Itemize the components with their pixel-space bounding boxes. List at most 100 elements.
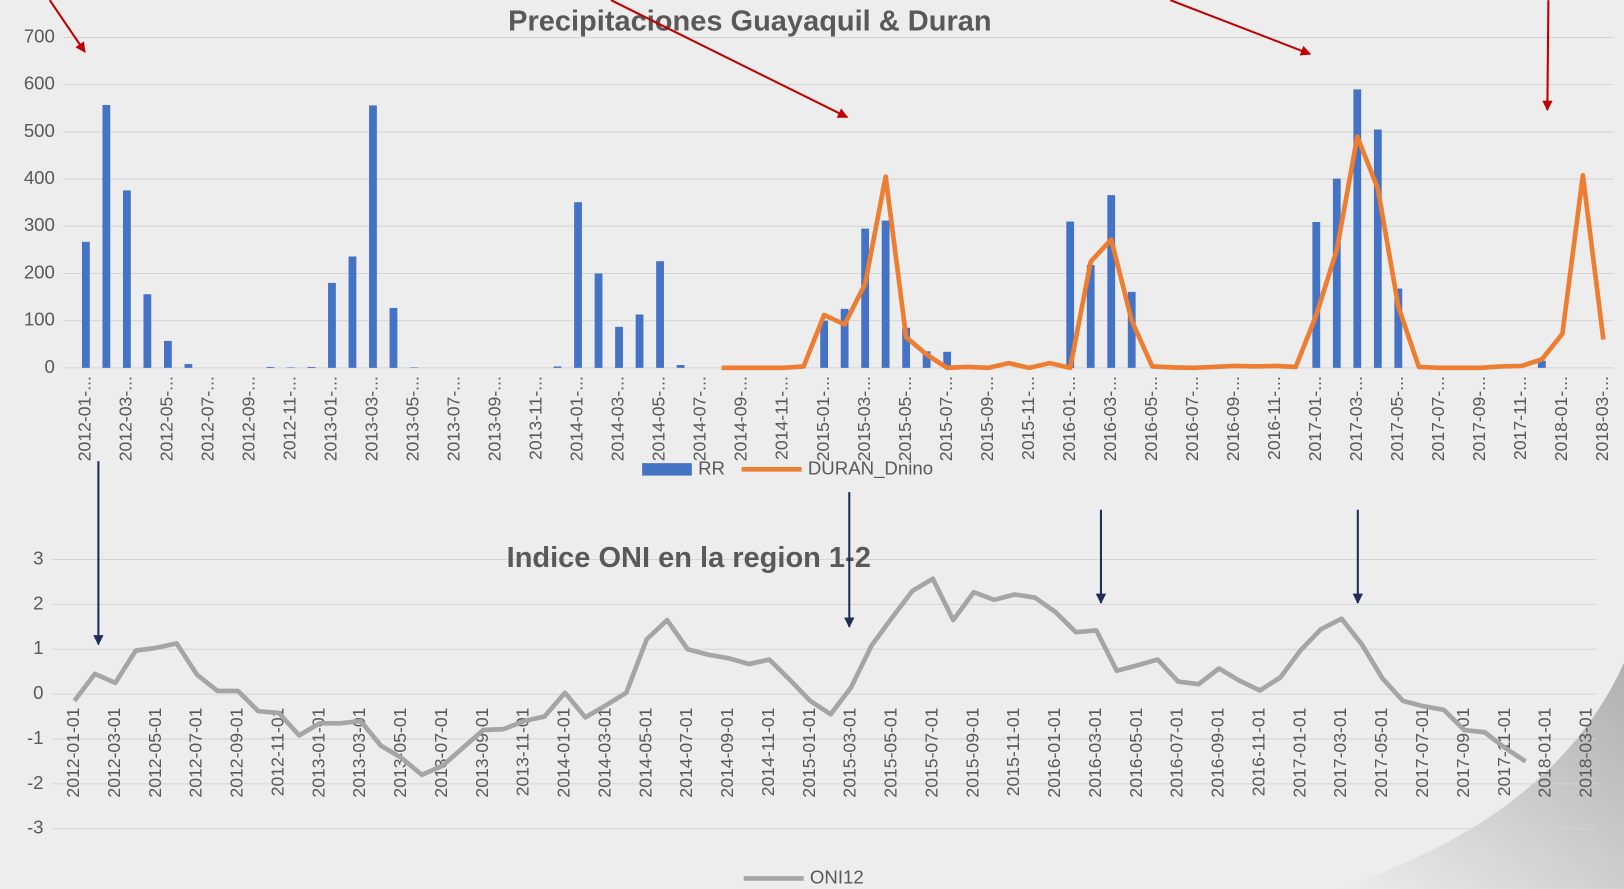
- x-tick-label: 2017-01-...: [1305, 376, 1325, 461]
- bar: [81, 241, 90, 368]
- x-tick-label: 2015-11-...: [1018, 376, 1038, 460]
- bar: [861, 228, 870, 368]
- x-tick-label: 2015-03-01: [840, 708, 860, 798]
- bar: [922, 351, 931, 368]
- bar: [820, 320, 829, 368]
- x-tick-label: 2017-11-...: [1510, 376, 1530, 460]
- x-tick-label: 2013-01-01: [308, 708, 328, 798]
- bar: [266, 366, 275, 368]
- x-tick-label: 2018-01-01: [1535, 708, 1555, 798]
- chart-title: Indice ONI en la region 1-2: [507, 542, 871, 574]
- x-tick-label: 2017-01-01: [1289, 708, 1309, 798]
- bar: [1353, 89, 1362, 368]
- x-tick-label: 2015-11-01: [1003, 708, 1023, 797]
- x-tick-label: 2013-11-...: [526, 376, 546, 460]
- chart-title: Precipitaciones Guayaquil & Duran: [508, 6, 991, 38]
- x-tick-label: 2015-05-...: [895, 376, 915, 461]
- x-tick-label: 2018-01-...: [1551, 376, 1571, 461]
- x-tick-label: 2016-07-01: [1167, 708, 1187, 798]
- x-tick-label: 2015-09-...: [977, 376, 997, 461]
- chart-panel: 0 100 200 300 400 500 600 700 Precipitaciones Gu…: [24, 6, 1614, 479]
- x-tick-label: 2015-07-01: [921, 708, 941, 798]
- bar: [184, 364, 193, 368]
- x-tick-label: 2015-09-01: [962, 708, 982, 798]
- x-tick-label: 2016-11-...: [1264, 376, 1284, 460]
- arrow: [610, 0, 849, 119]
- bar: [122, 190, 131, 368]
- x-tick-label: 2016-09-01: [1208, 708, 1228, 798]
- y-tick-label: 200: [24, 261, 55, 282]
- y-tick-label: -3: [27, 817, 44, 838]
- legend-label: RR: [698, 457, 725, 478]
- x-tick-label: 2014-07-01: [676, 708, 696, 798]
- line-series: [72, 576, 1527, 778]
- x-tick-label: 2012-05-...: [157, 376, 177, 461]
- x-tick-label: 2016-03-...: [1100, 376, 1120, 461]
- x-tick-label: 2016-09-...: [1223, 376, 1243, 461]
- bar: [943, 351, 952, 368]
- x-tick-label: 2012-03-...: [116, 376, 136, 461]
- x-tick-label: 2018-03-...: [1592, 376, 1612, 461]
- x-tick-label: 2017-03-...: [1346, 376, 1366, 461]
- y-tick-label: 300: [24, 214, 55, 235]
- x-tick-label: 2017-05-01: [1371, 708, 1391, 798]
- x-tick-label: 2012-09-...: [239, 376, 259, 461]
- x-tick-label: 2014-09-...: [731, 376, 751, 461]
- bar: [574, 202, 582, 368]
- x-tick-label: 2017-07-...: [1428, 376, 1448, 461]
- x-tick-label: 2017-07-01: [1412, 708, 1432, 798]
- y-tick-label: -1: [27, 727, 44, 748]
- bar: [656, 261, 664, 368]
- bar: [1107, 195, 1116, 368]
- bar: [369, 105, 377, 368]
- x-tick-label: 2016-05-01: [1126, 708, 1146, 798]
- x-tick-label: 2014-03-...: [608, 376, 628, 461]
- x-tick-label: 2014-07-...: [690, 376, 710, 461]
- y-tick-label: 100: [24, 309, 55, 330]
- x-tick-label: 2013-07-...: [444, 376, 464, 461]
- legend-swatch: [642, 463, 692, 476]
- bar: [1373, 129, 1382, 368]
- x-tick-label: 2013-09-...: [485, 376, 505, 461]
- y-tick-label: 3: [33, 547, 43, 568]
- bar: [676, 365, 685, 368]
- x-tick-label: 2014-05-01: [635, 708, 655, 798]
- x-tick-label: 2015-01-01: [799, 708, 819, 798]
- x-tick-label: 2012-11-...: [280, 376, 300, 460]
- y-tick-label: 0: [33, 682, 43, 703]
- x-tick-label: 2013-01-...: [321, 376, 341, 461]
- x-tick-label: 2014-01-01: [554, 708, 574, 798]
- x-tick-label: 2015-05-01: [881, 708, 901, 798]
- bar: [840, 308, 849, 368]
- annotation-arrows: [48, 0, 1553, 646]
- x-tick-label: 2017-11-01: [1494, 708, 1514, 797]
- bar: [163, 340, 172, 368]
- legend-label: ONI12: [810, 866, 864, 887]
- x-tick-label: 2013-11-01: [513, 708, 533, 797]
- x-tick-label: 2014-05-...: [649, 376, 669, 461]
- x-tick-label: 2014-03-01: [594, 708, 614, 798]
- bar: [307, 366, 316, 368]
- bar: [1127, 291, 1136, 368]
- arrow: [48, 0, 86, 53]
- y-tick-label: 0: [45, 356, 55, 377]
- arrow: [1169, 0, 1312, 56]
- y-tick-label: 2: [33, 592, 43, 613]
- x-tick-label: 2013-09-01: [472, 708, 492, 798]
- bar: [102, 104, 111, 368]
- bar: [1394, 288, 1403, 368]
- bar: [594, 273, 603, 368]
- x-tick-label: 2012-07-01: [186, 708, 206, 798]
- x-tick-label: 2014-01-...: [567, 376, 587, 461]
- x-tick-label: 2012-01-01: [63, 708, 83, 798]
- bar: [635, 314, 644, 368]
- y-tick-label: 500: [24, 120, 55, 141]
- bar: [389, 307, 398, 368]
- y-tick-label: 700: [24, 25, 55, 46]
- y-tick-label: 600: [24, 73, 55, 94]
- bar: [615, 326, 623, 368]
- x-tick-label: 2012-01-...: [75, 376, 95, 461]
- y-tick-label: -2: [27, 772, 44, 793]
- x-tick-label: 2013-03-01: [349, 708, 369, 798]
